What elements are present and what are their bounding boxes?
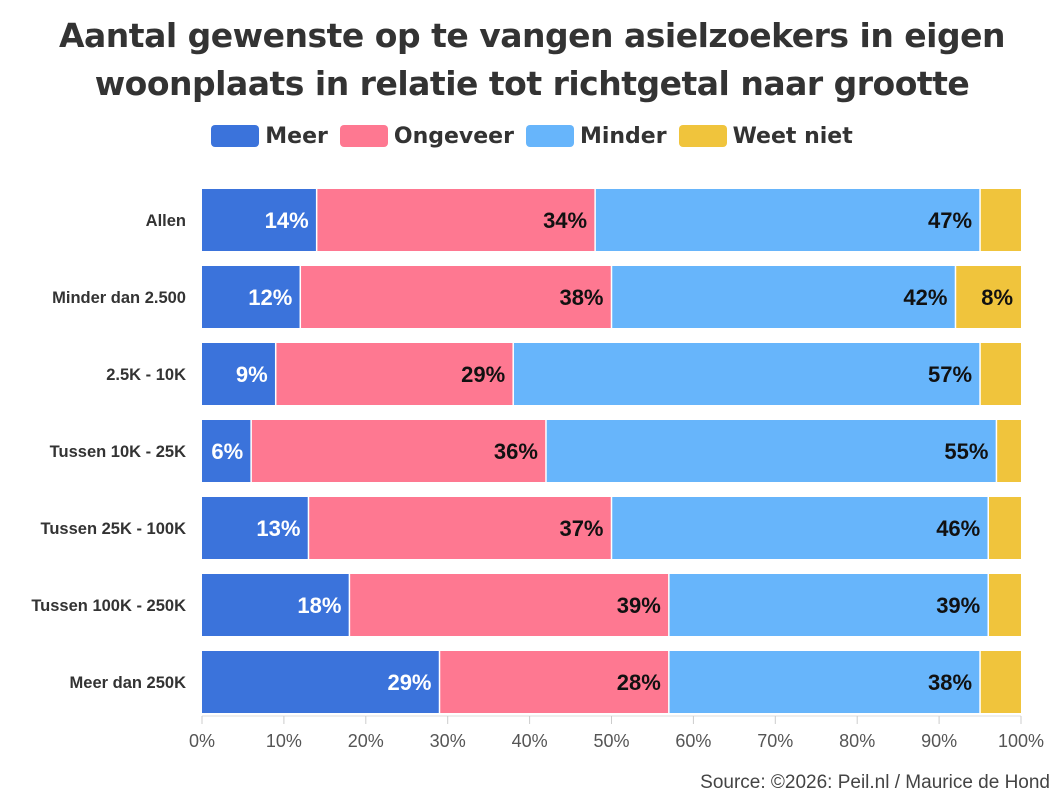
bar-segment-minder — [668, 574, 989, 636]
bar-segment-weet-niet — [955, 266, 1021, 328]
category-label: Allen — [146, 212, 186, 230]
bar-segment-minder — [668, 651, 981, 713]
category-label: Meer dan 250K — [70, 674, 187, 692]
legend-swatch — [211, 125, 260, 147]
chart-title-line-1: Aantal gewenste op te vangen asielzoeker… — [59, 16, 1006, 55]
bar-segment-weet-niet — [988, 574, 1021, 636]
bar-segment-minder — [611, 266, 956, 328]
data-label: 42% — [903, 285, 947, 310]
data-label: 38% — [559, 285, 603, 310]
category-label: 2.5K - 10K — [106, 366, 186, 384]
bar-segment-weet-niet — [980, 343, 1021, 405]
legend-swatch — [339, 125, 388, 147]
data-label: 14% — [265, 208, 309, 233]
bar-segment-meer — [202, 189, 317, 251]
x-tick-label: 10% — [266, 731, 302, 751]
bar-segment-meer — [202, 574, 350, 636]
data-label: 8% — [981, 285, 1013, 310]
data-label: 12% — [248, 285, 292, 310]
bar-segment-minder — [611, 497, 989, 559]
x-tick-label: 80% — [839, 731, 875, 751]
data-label: 18% — [297, 593, 341, 618]
category-label: Tussen 10K - 25K — [50, 443, 186, 461]
x-tick-label: 20% — [348, 731, 384, 751]
chart-title-line-2: woonplaats in relatie tot richtgetal naa… — [94, 64, 970, 103]
data-label: 29% — [387, 670, 431, 695]
data-label: 28% — [617, 670, 661, 695]
bar-segment-meer — [202, 343, 276, 405]
bar-segment-ongeveer — [439, 651, 669, 713]
data-label: 39% — [617, 593, 661, 618]
category-label: Minder dan 2.500 — [52, 289, 186, 307]
bar-segment-ongeveer — [316, 189, 596, 251]
category-label: Tussen 25K - 100K — [40, 520, 186, 538]
x-tick-label: 40% — [512, 731, 548, 751]
legend-label: Weet niet — [732, 123, 853, 149]
stacked-bar-chart: Allen 14% 34% 47% Minder dan 2.500 12% 38% 42% 8… — [31, 189, 1044, 751]
bar-segment-ongeveer — [275, 343, 514, 405]
bar-segment-ongeveer — [349, 574, 669, 636]
bar-segment-weet-niet — [996, 420, 1021, 482]
legend-item-weet-niet: Weet niet — [678, 123, 853, 149]
legend-item-meer: Meer — [211, 124, 328, 149]
legend-item-minder: Minder — [525, 123, 667, 149]
bar-segment-minder — [513, 343, 981, 405]
bar-segment-meer — [202, 651, 440, 713]
data-label: 47% — [928, 208, 972, 233]
data-label: 36% — [494, 439, 538, 464]
bar-segment-ongeveer — [308, 497, 612, 559]
bar-segment-weet-niet — [988, 497, 1021, 559]
data-label: 39% — [936, 593, 980, 618]
bar-segment-meer — [202, 420, 252, 482]
category-label: Tussen 100K - 250K — [31, 597, 186, 615]
bar-segment-weet-niet — [980, 189, 1021, 251]
legend-swatch — [525, 125, 574, 147]
chart-legend: Meer Ongeveer Minder Weet niet — [0, 118, 1064, 154]
data-label: 6% — [211, 439, 243, 464]
source-note: Source: ©2026: Peil.nl / Maurice de Hond — [700, 772, 1050, 793]
bar-segment-ongeveer — [251, 420, 546, 482]
data-label: 57% — [928, 362, 972, 387]
data-label: 34% — [543, 208, 587, 233]
bar-segment-minder — [545, 420, 997, 482]
data-label: 13% — [256, 516, 300, 541]
bar-segment-weet-niet — [980, 651, 1021, 713]
bar-segment-ongeveer — [300, 266, 612, 328]
x-tick-label: 60% — [675, 731, 711, 751]
bar-segment-minder — [595, 189, 981, 251]
x-tick-label: 50% — [593, 731, 629, 751]
data-label: 9% — [236, 362, 268, 387]
bar-segment-meer — [202, 266, 301, 328]
x-tick-label: 70% — [757, 731, 793, 751]
legend-item-ongeveer: Ongeveer — [339, 123, 514, 149]
legend-label: Meer — [265, 123, 328, 149]
legend-swatch — [678, 125, 727, 147]
legend-label: Ongeveer — [393, 123, 514, 149]
data-label: 46% — [936, 516, 980, 541]
x-tick-label: 0% — [189, 731, 215, 751]
legend-label: Minder — [579, 123, 667, 149]
chart-title: Aantal gewenste op te vangen asielzoeker… — [0, 12, 1064, 108]
data-label: 37% — [559, 516, 603, 541]
data-label: 29% — [461, 362, 505, 387]
x-tick-label: 30% — [430, 731, 466, 751]
data-label: 55% — [944, 439, 988, 464]
x-tick-label: 100% — [998, 731, 1044, 751]
bar-segment-meer — [202, 497, 309, 559]
data-label: 38% — [928, 670, 972, 695]
x-tick-label: 90% — [921, 731, 957, 751]
